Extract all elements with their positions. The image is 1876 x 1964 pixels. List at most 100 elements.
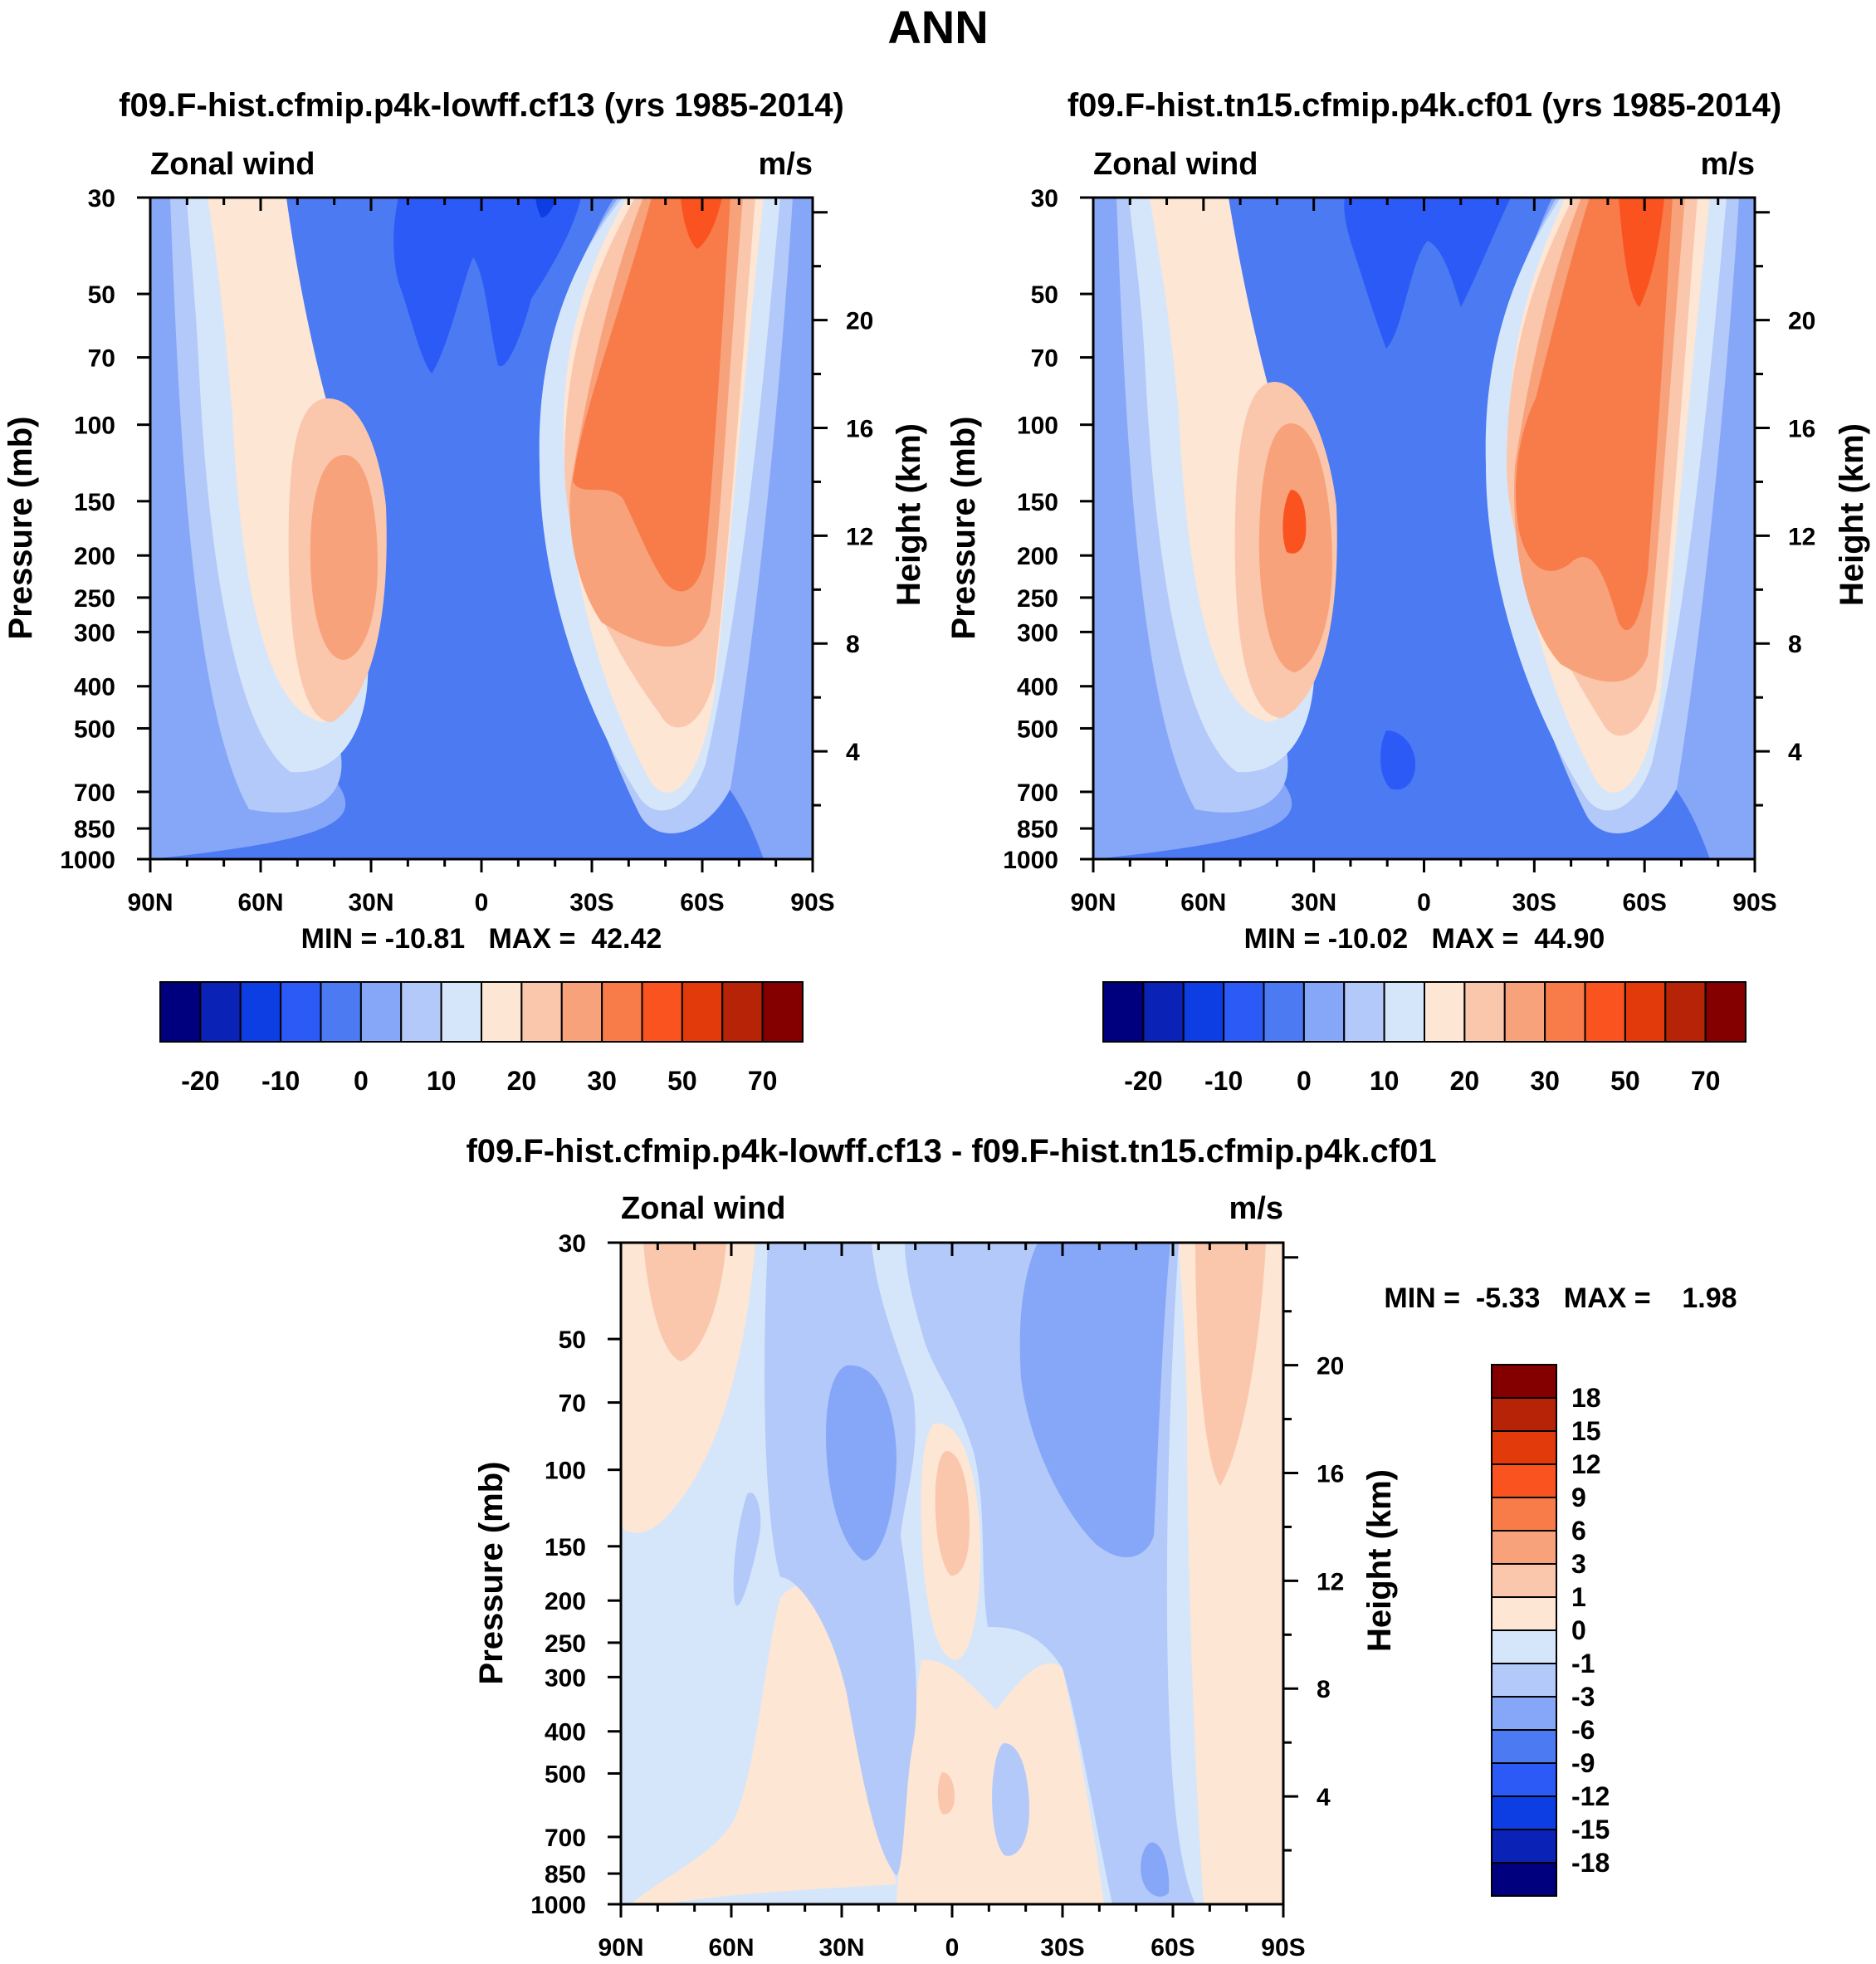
y-tick-label: 150 [545, 1534, 586, 1561]
colorbar-label: 12 [1571, 1449, 1601, 1479]
colorbar-box [481, 981, 523, 1043]
colorbar-box [641, 981, 683, 1043]
colorbar-label: 0 [1297, 1066, 1312, 1096]
colorbar-label: -20 [181, 1066, 219, 1096]
panel-a-colorbar: -20 -10 0 10 20 30 50 70 [159, 981, 804, 1096]
colorbar-box [400, 981, 442, 1043]
panel-c-ylabel-right: Height (km) [1361, 1469, 1398, 1652]
colorbar-label: 9 [1571, 1483, 1586, 1512]
colorbar-box [1584, 981, 1626, 1043]
colorbar-box [1491, 1762, 1557, 1797]
colorbar-label: 50 [667, 1066, 697, 1096]
height-tick-label: 20 [1317, 1353, 1344, 1380]
panel-b-contour-field [1093, 198, 1755, 859]
y-tick-label: 250 [1017, 585, 1058, 613]
colorbar-box [1223, 981, 1265, 1043]
colorbar-box [1491, 1596, 1557, 1631]
y-tick-label: 500 [1017, 716, 1058, 743]
colorbar-label: 0 [354, 1066, 369, 1096]
x-tick-label: 90N [127, 889, 173, 916]
colorbar-box [1491, 1729, 1557, 1764]
panel-difference: f09.F-hist.cfmip.p4k-lowff.cf13 - f09.F-… [466, 1133, 1737, 1962]
colorbar-label: 50 [1610, 1066, 1640, 1096]
colorbar-label: 1 [1571, 1582, 1586, 1612]
y-tick-label: 400 [1017, 674, 1058, 701]
y-tick-label: 70 [88, 345, 115, 373]
height-tick-label: 4 [846, 739, 860, 766]
y-tick-label: 100 [545, 1458, 586, 1485]
colorbar-box [1664, 981, 1707, 1043]
colorbar-box [1102, 981, 1145, 1043]
x-tick-label: 90N [1070, 889, 1116, 916]
y-tick-label: 850 [545, 1861, 586, 1888]
colorbar-box [1302, 981, 1346, 1043]
y-tick-label: 250 [545, 1630, 586, 1658]
colorbar-label: 6 [1571, 1516, 1586, 1546]
y-tick-label: 200 [1017, 543, 1058, 570]
colorbar-box [1491, 1795, 1557, 1830]
colorbar-box [1182, 981, 1225, 1043]
x-tick-label: 60S [1151, 1934, 1194, 1962]
colorbar-box [239, 981, 282, 1043]
y-tick-label: 30 [1031, 185, 1058, 213]
x-tick-label: 30S [569, 889, 613, 916]
colorbar-box [320, 981, 362, 1043]
colorbar-label: -18 [1571, 1848, 1610, 1878]
panel-c-left-string: Zonal wind [621, 1191, 785, 1226]
y-tick-label: 700 [1017, 779, 1058, 807]
colorbar-box [1624, 981, 1667, 1043]
colorbar-label: -9 [1571, 1748, 1595, 1778]
y-tick-label: 70 [1031, 345, 1058, 373]
x-tick-label: 0 [1417, 889, 1431, 916]
colorbar-box [1704, 981, 1747, 1043]
height-tick-label: 20 [1788, 308, 1815, 335]
y-tick-label: 50 [559, 1326, 586, 1354]
height-tick-label: 16 [1317, 1460, 1344, 1488]
x-tick-label: 90S [1732, 889, 1776, 916]
colorbar-box [1503, 981, 1546, 1043]
colorbar-box [440, 981, 482, 1043]
y-tick-label: 100 [74, 413, 115, 440]
y-tick-label: 30 [559, 1230, 586, 1258]
colorbar-label: -12 [1571, 1781, 1610, 1811]
y-tick-label: 200 [74, 543, 115, 570]
colorbar-label: 3 [1571, 1549, 1586, 1579]
colorbar-box [1263, 981, 1305, 1043]
colorbar-label: 30 [587, 1066, 617, 1096]
panel-c-stats: MIN = -5.33 MAX = 1.98 [1384, 1282, 1737, 1314]
y-tick-label: 150 [1017, 489, 1058, 516]
colorbar-box [1491, 1364, 1557, 1399]
colorbar-box [601, 981, 643, 1043]
colorbar-box [199, 981, 242, 1043]
x-tick-label: 90S [1261, 1934, 1305, 1962]
colorbar-box [1142, 981, 1185, 1043]
colorbar-box [1491, 1463, 1557, 1498]
y-tick-label: 300 [1017, 619, 1058, 647]
colorbar-label: -1 [1571, 1649, 1595, 1678]
x-tick-label: 0 [475, 889, 489, 916]
x-tick-label: 30S [1512, 889, 1556, 916]
panel-b-ylabel-right: Height (km) [1834, 423, 1870, 606]
x-tick-label: 0 [945, 1934, 960, 1962]
y-tick-label: 100 [1017, 413, 1058, 440]
panel-b-title: f09.F-hist.tn15.cfmip.p4k.cf01 (yrs 1985… [1067, 87, 1781, 124]
panel-a-stats: MIN = -10.81 MAX = 42.42 [301, 923, 662, 955]
colorbar-label: 30 [1530, 1066, 1560, 1096]
y-tick-label: 250 [74, 585, 115, 613]
panel-b-ylabel: Pressure (mb) [945, 417, 982, 640]
colorbar-box [560, 981, 603, 1043]
x-tick-label: 60S [680, 889, 724, 916]
colorbar-label: 70 [1691, 1066, 1721, 1096]
y-tick-label: 500 [74, 716, 115, 743]
panel-c-contour-field [621, 1243, 1283, 1904]
height-tick-label: 8 [1788, 631, 1802, 658]
panel-a-ylabel: Pressure (mb) [2, 417, 39, 640]
x-tick-label: 30N [348, 889, 393, 916]
y-tick-label: 30 [88, 185, 115, 213]
colorbar-label: -6 [1571, 1715, 1595, 1745]
colorbar-label: 0 [1571, 1615, 1586, 1645]
panel-b-axes: 90N 60N 30N 0 30S 60S 90S 30 50 70 100 150 200 250 300… [1003, 185, 1815, 916]
colorbar-box [159, 981, 202, 1043]
